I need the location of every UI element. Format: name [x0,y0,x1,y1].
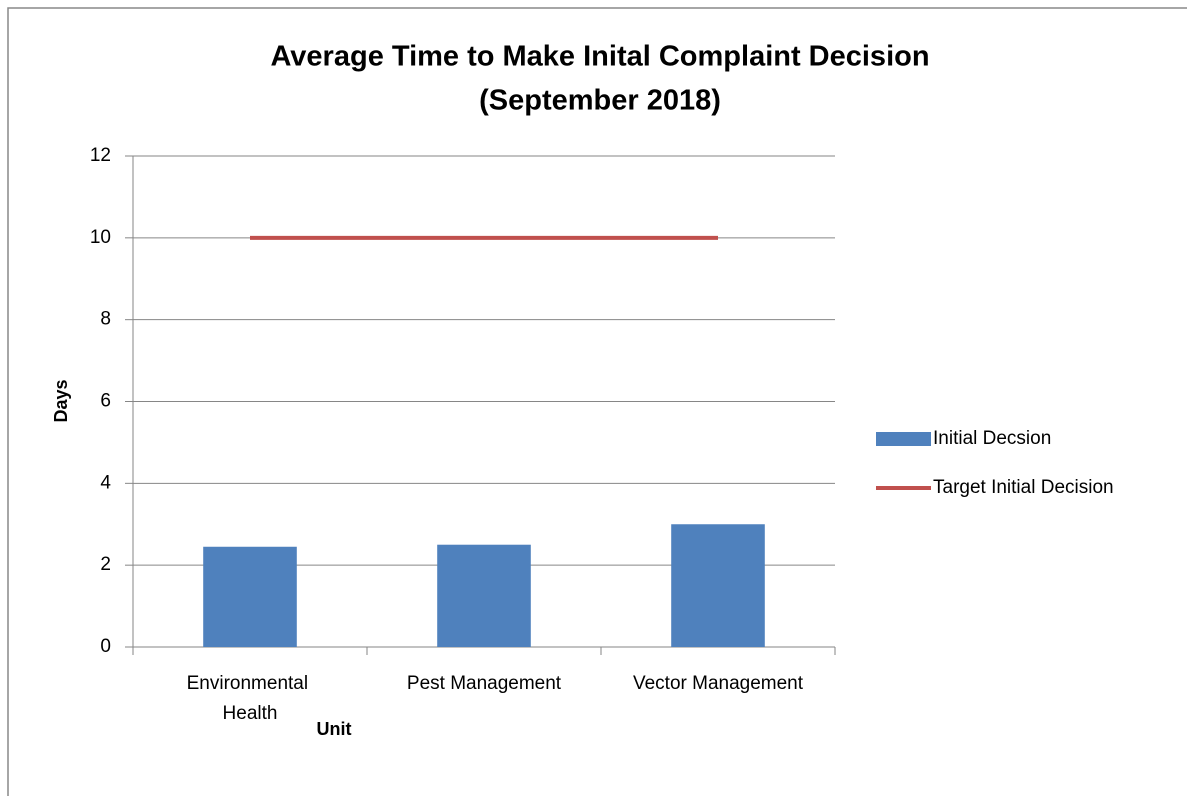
y-tick-label: 8 [100,309,111,330]
chart-title: Average Time to Make Inital Complaint De… [270,41,929,73]
x-axis-title: Unit [317,719,352,739]
legend-label: Target Initial Decision [933,477,1114,498]
y-axis-title: Days [51,379,71,422]
y-tick-label: 2 [100,554,111,575]
y-tick-label: 12 [90,145,111,166]
legend-swatch [876,432,931,446]
x-tick-label-line: Health [223,703,278,724]
x-tick-label: Pest Management [407,673,562,694]
legend-label: Initial Decsion [933,428,1051,449]
y-tick-label: 0 [100,636,111,657]
bar [203,546,297,647]
chart-subtitle: (September 2018) [479,85,721,117]
y-tick-label: 4 [100,472,111,493]
y-tick-label: 10 [90,227,111,248]
x-tick-label-line: Environmental [187,673,314,694]
chart-border [7,7,1187,796]
bar [437,544,531,647]
bar [671,524,765,647]
x-tick-label: Environmental Health [187,673,314,724]
y-tick-label: 6 [100,391,111,412]
x-tick-label: Vector Management [633,673,804,694]
